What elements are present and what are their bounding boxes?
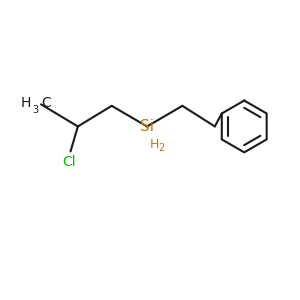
Text: Si: Si: [140, 119, 154, 134]
Text: C: C: [41, 96, 50, 110]
Text: H: H: [150, 138, 159, 151]
Text: 2: 2: [158, 142, 164, 153]
Text: Cl: Cl: [62, 155, 76, 169]
Text: 3: 3: [32, 105, 38, 115]
Text: H: H: [20, 96, 31, 110]
